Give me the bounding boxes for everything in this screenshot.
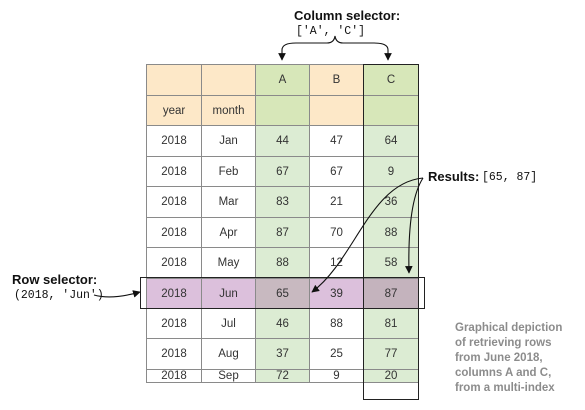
cell-a: 88: [255, 247, 310, 279]
caption-line: of retrieving rows: [455, 337, 552, 349]
row-selector-title: Row selector:: [12, 272, 98, 287]
caption: Graphical depiction of retrieving rows f…: [455, 321, 585, 396]
caption-line: columns A and C,: [455, 367, 552, 379]
cell-b: 39: [309, 278, 364, 309]
column-header: B: [309, 64, 364, 96]
cell-a: 72: [255, 369, 310, 383]
column-selector-brace: [281, 35, 389, 51]
index-name-header: month: [201, 95, 256, 126]
caption-line: Graphical depiction: [455, 322, 563, 334]
index-name-header: [363, 95, 419, 126]
caption-line: from a multi-index: [455, 382, 555, 394]
cell-c: 20: [363, 369, 419, 383]
results-title: Results:: [428, 169, 480, 184]
row-selector-code: (2018, 'Jun'): [14, 289, 104, 302]
cell-c: 64: [363, 125, 419, 157]
results-code: [65, 87]: [482, 171, 538, 184]
row-selector-arrow: [93, 290, 141, 298]
caption-line: from June 2018,: [455, 352, 543, 364]
results-arrow-a: [311, 177, 424, 293]
cell-c: 87: [363, 278, 419, 309]
cell-month: Jun: [201, 278, 256, 309]
cell-a: 83: [255, 186, 310, 218]
column-header: A: [255, 64, 310, 96]
column-header: [146, 64, 202, 96]
results-arrow-c: [404, 177, 424, 274]
cell-year: 2018: [146, 278, 202, 309]
column-selector-title: Column selector:: [294, 8, 401, 23]
column-selector-code: ['A', 'C']: [296, 25, 366, 38]
